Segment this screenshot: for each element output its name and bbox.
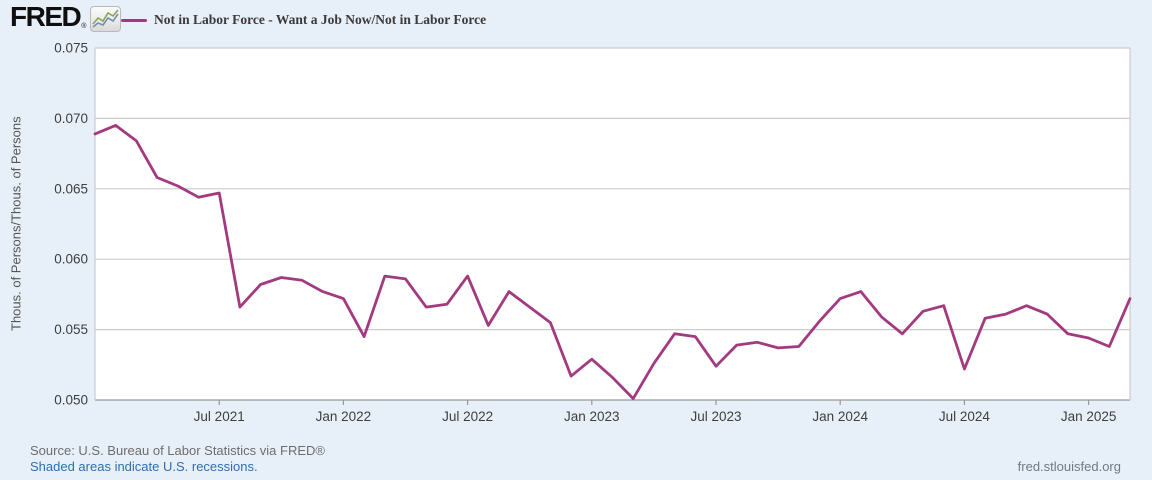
fred-sparkline-icon	[90, 6, 122, 32]
x-tick-label: Jul 2021	[194, 409, 245, 424]
y-tick-label: 0.065	[54, 181, 88, 196]
header: FRED ® Not in Labor Force - Want a Job No…	[0, 0, 1152, 40]
y-tick-label: 0.055	[54, 322, 88, 337]
series-color-swatch	[121, 18, 147, 22]
plot-area[interactable]	[95, 48, 1130, 400]
x-tick-label: Jul 2024	[939, 409, 991, 424]
source-note: Source: U.S. Bureau of Labor Statistics …	[30, 443, 325, 458]
x-tick-label: Jul 2023	[690, 409, 741, 424]
series-legend-label: Not in Labor Force - Want a Job Now/Not …	[154, 12, 487, 27]
series-legend: Not in Labor Force - Want a Job Now/Not …	[121, 12, 486, 28]
x-tick-label: Jan 2022	[316, 409, 372, 424]
data-series-line[interactable]	[93, 124, 1132, 401]
fred-site-link[interactable]: fred.stlouisfed.org	[1017, 459, 1121, 474]
fred-logo-registered-mark: ®	[81, 23, 87, 30]
fred-logo[interactable]: FRED ®	[10, 1, 122, 32]
x-tick-label: Jul 2022	[442, 409, 493, 424]
x-tick-label: Jan 2025	[1061, 409, 1117, 424]
y-tick-label: 0.050	[54, 393, 88, 408]
y-tick-label: 0.060	[54, 252, 88, 267]
x-tick-label: Jan 2024	[812, 409, 868, 424]
y-tick-label: 0.075	[54, 41, 88, 56]
recession-note-link[interactable]: Shaded areas indicate U.S. recessions.	[30, 459, 258, 474]
y-tick-label: 0.070	[54, 111, 88, 126]
fred-logo-text: FRED	[10, 1, 82, 32]
x-tick-label: Jan 2023	[564, 409, 620, 424]
y-axis-title: Thous. of Persons/Thous. of Persons	[8, 116, 24, 332]
